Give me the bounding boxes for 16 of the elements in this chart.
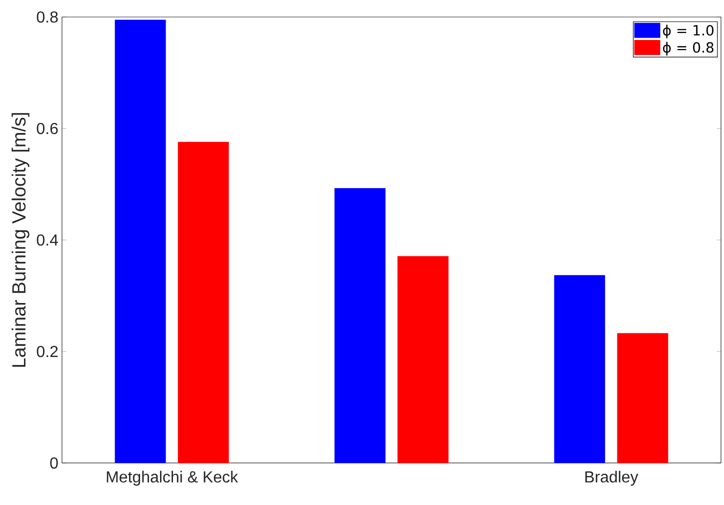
y-tick-label: 0.8	[36, 11, 58, 23]
bar	[398, 256, 448, 463]
y-tick-label: 0.4	[36, 234, 58, 246]
y-axis-title: Laminar Burning Velocity [m/s]	[12, 113, 30, 367]
x-tick-label: Metghalchi & Keck	[106, 470, 238, 486]
legend-label: ϕ = 1.0	[663, 24, 714, 38]
x-tick-label: Bradley	[585, 470, 638, 486]
bar	[554, 275, 606, 463]
bar	[114, 20, 166, 463]
bar	[178, 142, 229, 463]
legend-label: ϕ = 0.8	[663, 42, 714, 56]
y-tick-label: 0.2	[36, 346, 58, 358]
y-tick-label: 0	[50, 457, 58, 469]
bar	[334, 188, 386, 463]
y-tick-label: 0.6	[36, 122, 58, 134]
bar	[617, 333, 668, 463]
